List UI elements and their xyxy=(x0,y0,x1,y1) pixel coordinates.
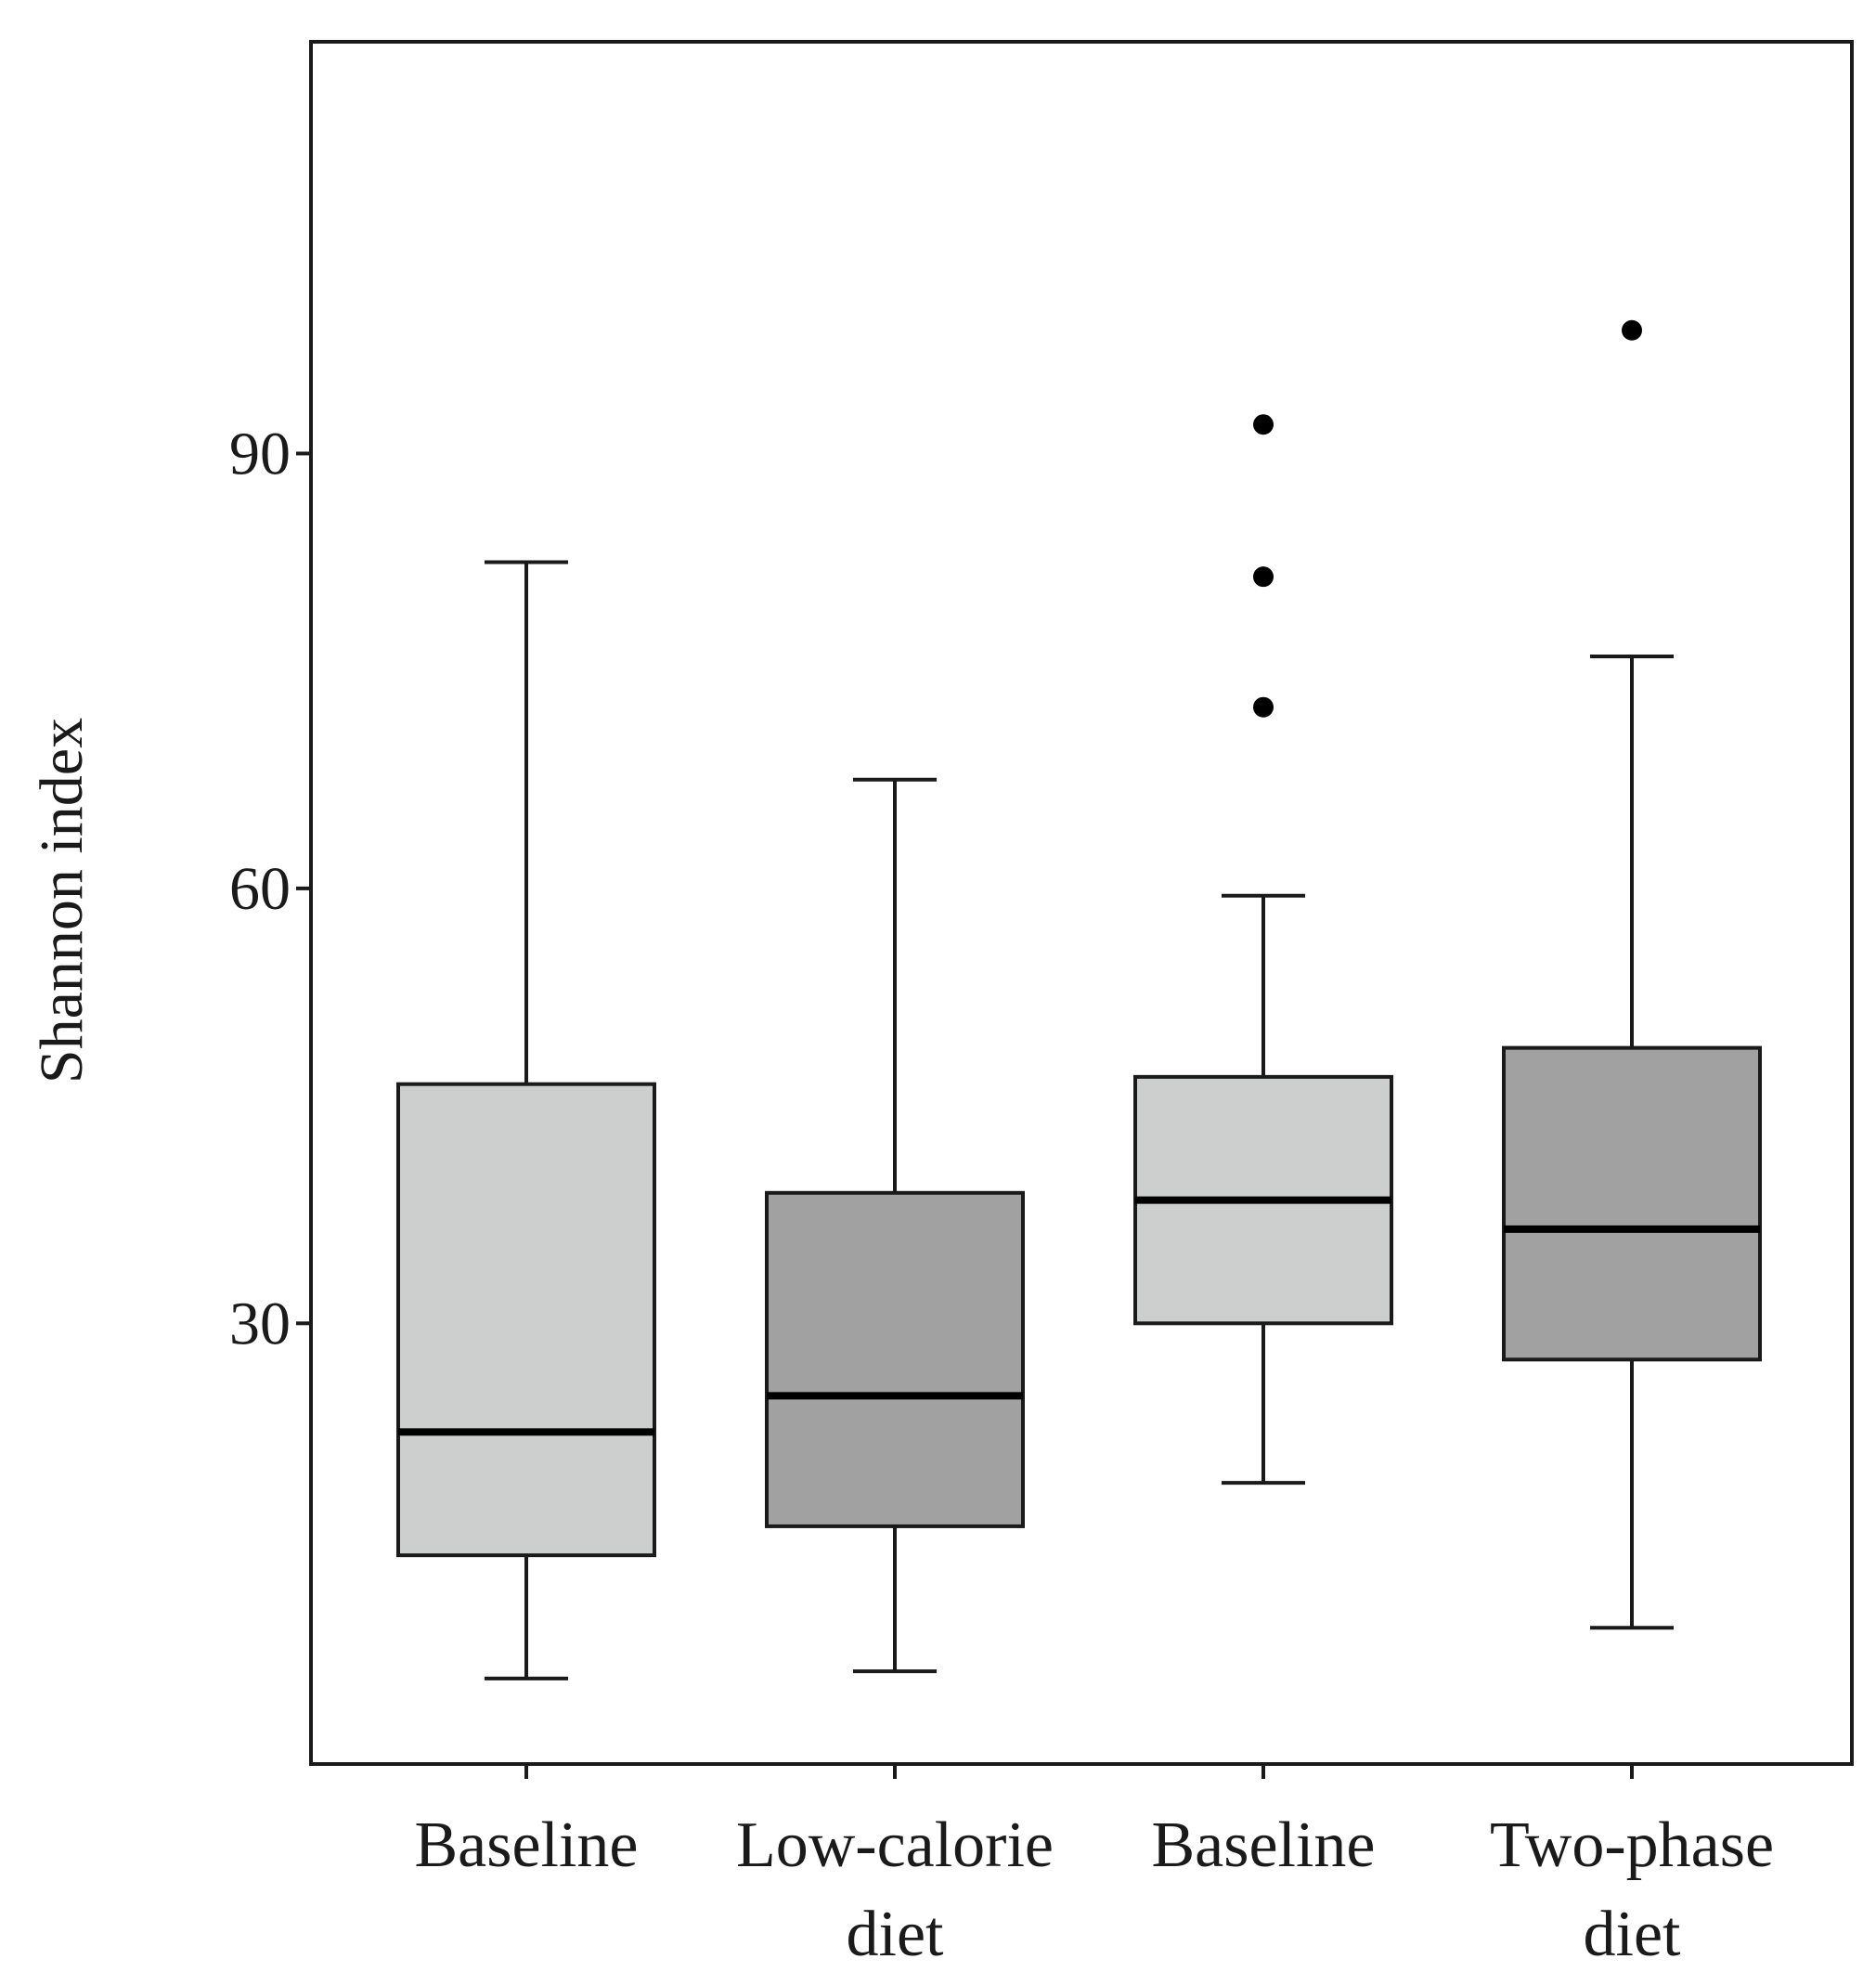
outlier-point xyxy=(1253,414,1274,435)
y-tick-label: 90 xyxy=(229,420,291,487)
y-tick-label: 30 xyxy=(229,1290,291,1357)
x-axis: Baseline Low-calorie diet Baseline Two-phase… xyxy=(414,1764,1774,1970)
box-group xyxy=(396,560,656,1680)
iqr-box xyxy=(1502,1045,1762,1362)
box-group xyxy=(1133,414,1393,1486)
box-group xyxy=(1502,319,1762,1630)
y-tick-label: 60 xyxy=(229,855,291,923)
y-axis-label: Shannon index xyxy=(28,718,96,1083)
outlier-point xyxy=(1253,566,1274,588)
outlier-point xyxy=(1253,696,1274,718)
x-tick-label: Low-calorie xyxy=(736,1810,1054,1881)
x-tick-label: diet xyxy=(847,1899,945,1970)
iqr-box xyxy=(396,1082,656,1558)
y-axis: 30 60 90 xyxy=(229,420,311,1357)
x-tick-label: Baseline xyxy=(1151,1810,1375,1881)
boxes xyxy=(396,319,1762,1680)
x-tick-label: Baseline xyxy=(414,1810,638,1881)
iqr-box xyxy=(765,1190,1025,1528)
outlier-point xyxy=(1622,319,1642,341)
x-tick-label: diet xyxy=(1584,1899,1682,1970)
x-tick-label: Two-phase xyxy=(1490,1810,1774,1881)
box-group xyxy=(765,777,1025,1674)
